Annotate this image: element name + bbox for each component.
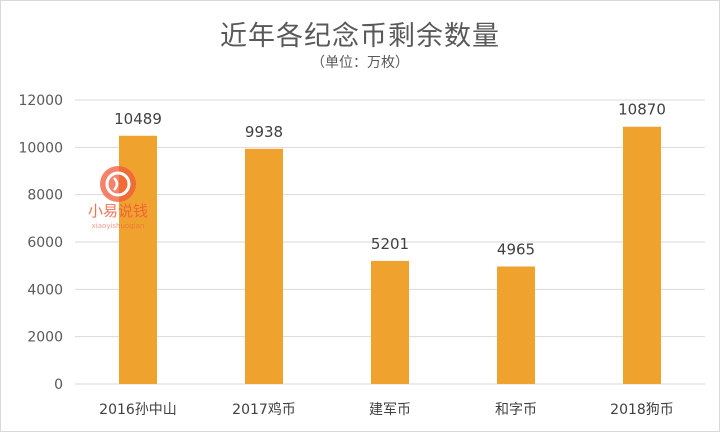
y-tick-label: 12000	[18, 93, 63, 109]
data-label: 4965	[497, 240, 535, 258]
data-label: 9938	[245, 123, 283, 141]
chart-subtitle: （单位：万枚）	[311, 55, 409, 71]
data-label: 10870	[618, 101, 666, 119]
y-tick-label: 0	[54, 377, 63, 393]
bar	[245, 148, 283, 384]
x-tick-label: 和字币	[495, 402, 537, 418]
bar	[497, 266, 535, 384]
y-tick-label: 6000	[27, 235, 63, 251]
y-tick-label: 10000	[18, 140, 63, 156]
watermark-logo: 小易说钱 xiaoyishuoqian	[84, 160, 164, 240]
data-label: 10489	[114, 110, 162, 128]
y-tick-label: 8000	[27, 188, 63, 204]
x-tick-label: 建军币	[369, 402, 411, 418]
watermark-icon: 小易说钱 xiaoyishuoqian	[88, 166, 148, 230]
chart-title: 近年各纪念币剩余数量	[220, 21, 500, 52]
watermark-subtext: xiaoyishuoqian	[92, 222, 145, 230]
x-tick-label: 2017鸡币	[232, 401, 296, 418]
x-tick-label: 2016孙中山	[99, 402, 177, 418]
x-tick-label: 2018狗币	[610, 402, 674, 418]
watermark-text: 小易说钱	[88, 202, 148, 220]
y-tick-label: 4000	[27, 282, 63, 298]
bar	[371, 260, 409, 384]
y-tick-label: 2000	[27, 330, 63, 346]
data-label: 5201	[371, 235, 409, 253]
bar	[623, 126, 661, 384]
